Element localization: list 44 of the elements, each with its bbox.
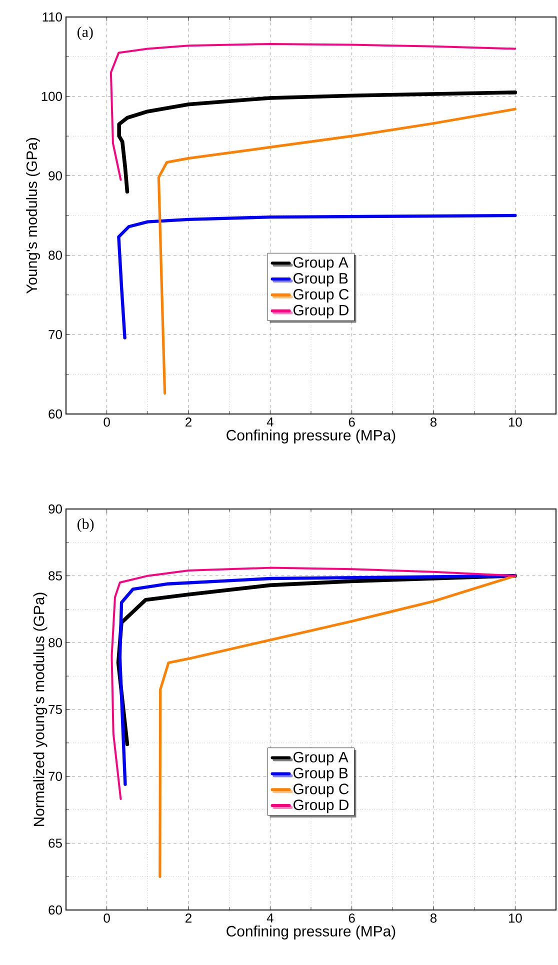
legend-label: Group D	[294, 304, 349, 318]
annotation: (a)	[78, 26, 93, 40]
y-tick-label: 70	[48, 772, 62, 781]
legend-label: Group D	[294, 800, 349, 814]
line-series	[110, 42, 516, 181]
x-tick-label: 6	[348, 418, 355, 427]
y-tick-label: 110	[42, 12, 62, 22]
y-tick-label: 80	[48, 638, 62, 648]
y-tick-label: 75	[48, 704, 62, 714]
x-tick-label: 2	[186, 418, 192, 427]
y-tick-label: 60	[48, 409, 62, 419]
legend-label: Group B	[294, 273, 348, 287]
y-tick-label: 65	[48, 838, 62, 848]
y-tick-label: 90	[48, 504, 62, 514]
y-axis-title: Normalized young's modulus (GPa)	[33, 592, 48, 826]
y-axis-title: Young's modulus (GPa)	[26, 138, 40, 294]
legend-label: Group A	[294, 752, 348, 766]
x-axis-title: Confining pressure (MPa)	[226, 430, 396, 444]
x-tick-label: 0	[104, 914, 110, 923]
x-tick-label: 0	[104, 418, 110, 427]
y-tick-label: 60	[48, 905, 62, 915]
x-tick-label: 4	[266, 418, 274, 426]
legend-label: Group C	[294, 784, 349, 798]
x-tick-label: 10	[508, 914, 522, 923]
x-tick-label: 2	[186, 914, 192, 923]
legend-label: Group A	[294, 257, 348, 271]
line-series	[158, 574, 516, 878]
line-series	[117, 90, 518, 194]
y-tick-label: 90	[48, 171, 62, 180]
x-tick-label: 8	[430, 914, 437, 923]
x-axis-title: Confining pressure (MPa)	[226, 926, 396, 940]
line-series	[117, 214, 517, 340]
x-tick-label: 8	[430, 418, 437, 427]
legend-label: Group B	[294, 768, 348, 782]
x-tick-label: 4	[266, 914, 274, 922]
y-tick-label: 100	[42, 92, 62, 101]
y-tick-label: 70	[48, 330, 62, 340]
annotation: (b)	[78, 518, 94, 532]
y-tick-label: 85	[48, 571, 62, 580]
x-tick-label: 10	[508, 418, 522, 427]
line-series	[157, 108, 516, 395]
y-tick-label: 80	[48, 250, 62, 260]
x-tick-label: 6	[348, 914, 355, 923]
legend-label: Group C	[294, 288, 349, 302]
